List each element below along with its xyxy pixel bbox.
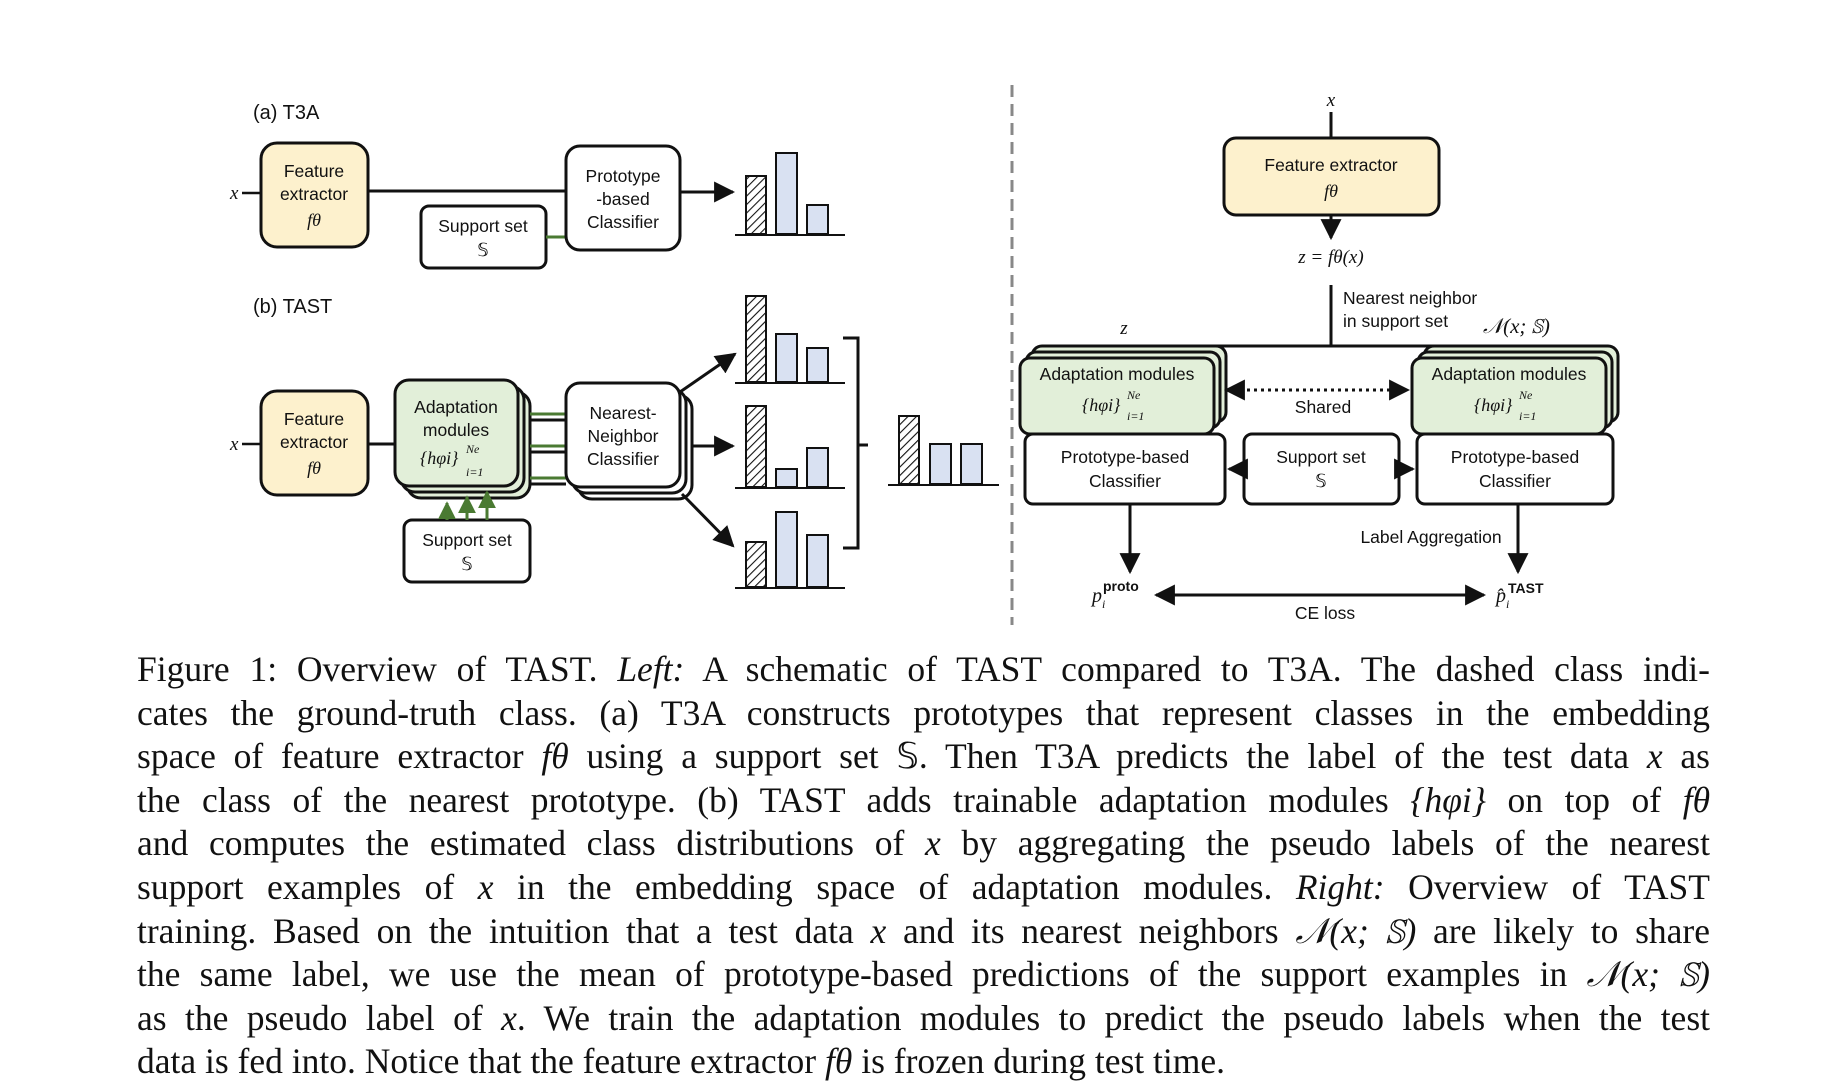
- tast-support-set-box: Support set 𝕊: [402, 518, 532, 584]
- right-pc-right-line2: Classifier: [1479, 471, 1551, 491]
- svg-text:i: i: [1506, 597, 1509, 611]
- tast-label: (b) TAST: [253, 296, 332, 318]
- right-proto-classifier-right: Prototype-based Classifier: [1415, 432, 1615, 506]
- tast-aggregation-brace: [843, 336, 868, 550]
- right-support-set-box: Support set 𝕊: [1242, 432, 1401, 506]
- right-am-left-sup: Ne: [1126, 388, 1141, 402]
- figure-caption: Figure 1: Overview of TAST. Left: A sche…: [137, 648, 1710, 1084]
- tast-am-math: {hφi}: [420, 448, 459, 468]
- tast-output-arrows: [679, 352, 737, 548]
- right-adaptation-modules-left: Adaptation modules {hφi} Ne i=1: [1018, 344, 1228, 436]
- tast-neighbor-histograms: [735, 295, 845, 589]
- right-support-line2: 𝕊: [1315, 471, 1326, 491]
- caption-line: space of feature extractor fθ using a su…: [137, 736, 1710, 777]
- right-support-line1: Support set: [1276, 447, 1366, 467]
- tast-nn-line3: Classifier: [587, 449, 659, 469]
- tast-module-connections: [530, 412, 566, 486]
- right-am-right-title: Adaptation modules: [1432, 364, 1587, 384]
- tast-input-x: x: [229, 434, 239, 455]
- tast-am-sup: Ne: [465, 442, 480, 456]
- caption-line: and computes the estimated class distrib…: [137, 823, 1710, 864]
- svg-text:proto: proto: [1103, 578, 1139, 594]
- right-am-right-sub: i=1: [1519, 409, 1536, 423]
- caption-line: training. Based on the intuition that a …: [137, 910, 1711, 951]
- right-am-left-sub: i=1: [1127, 409, 1144, 423]
- caption-line: the class of the nearest prototype. (b) …: [137, 779, 1711, 820]
- ce-loss-label: CE loss: [1295, 603, 1356, 623]
- label-aggregation-label: Label Aggregation: [1360, 527, 1501, 547]
- t3a-support-line1: Support set: [438, 216, 528, 236]
- tast-support-line1: Support set: [422, 530, 512, 550]
- t3a-input-x: x: [229, 183, 239, 204]
- svg-text:p̂: p̂: [1494, 585, 1506, 607]
- t3a-feature-extractor-box: Feature extractor fθ: [259, 141, 370, 249]
- right-am-right-math: {hφi}: [1474, 395, 1513, 415]
- t3a-clf-line2: -based: [596, 189, 650, 209]
- figure-1-diagram: (a) T3A x Feature extractor fθ Support s…: [229, 85, 1620, 625]
- tast-fe-math: fθ: [307, 458, 321, 478]
- tast-am-line1: Adaptation: [414, 397, 498, 417]
- caption-line: cates the ground-truth class. (a) T3A co…: [137, 692, 1710, 733]
- right-fe-line1: Feature extractor: [1264, 155, 1397, 175]
- t3a-clf-line3: Classifier: [587, 212, 659, 232]
- right-adaptation-modules-right: Adaptation modules {hφi} Ne i=1: [1410, 344, 1620, 436]
- caption-line: as the pseudo label of x. We train the a…: [137, 997, 1710, 1038]
- tast-am-line2: modules: [423, 420, 489, 440]
- tast-aggregated-histogram: [888, 415, 999, 486]
- tast-support-line2: 𝕊: [461, 554, 472, 574]
- tast-fe-line2: extractor: [280, 432, 348, 452]
- right-nn-line1: Nearest neighbor: [1343, 288, 1477, 308]
- right-am-left-math: {hφi}: [1082, 395, 1121, 415]
- right-feature-extractor-box: Feature extractor fθ: [1222, 136, 1441, 217]
- svg-text:i: i: [1102, 597, 1105, 611]
- right-embedding-label: z = fθ(x): [1297, 247, 1363, 268]
- t3a-clf-line1: Prototype: [586, 166, 661, 186]
- tast-feature-extractor-box: Feature extractor fθ: [259, 389, 370, 497]
- svg-text:p: p: [1090, 585, 1102, 607]
- tast-am-sub: i=1: [466, 465, 483, 479]
- tast-nn-line2: Neighbor: [587, 426, 658, 446]
- right-nn-line2: in support set: [1343, 311, 1448, 331]
- p-proto-label: p proto i: [1090, 578, 1139, 611]
- right-fe-math: fθ: [1324, 181, 1338, 201]
- right-proto-classifier-left: Prototype-based Classifier: [1023, 432, 1227, 506]
- t3a-support-set-box: Support set 𝕊: [419, 204, 548, 270]
- p-tast-label: p̂ TAST i: [1494, 580, 1544, 611]
- t3a-fe-line1: Feature: [284, 161, 344, 181]
- t3a-prediction-histogram: [735, 152, 845, 236]
- caption-line: data is fed into. Notice that the featur…: [137, 1041, 1225, 1082]
- right-z-label: z: [1119, 318, 1128, 339]
- caption-line: Figure 1: Overview of TAST. Left: A sche…: [137, 649, 1710, 689]
- t3a-label: (a) T3A: [253, 102, 320, 124]
- tast-support-arrows: [438, 490, 496, 520]
- t3a-fe-math: fθ: [307, 210, 321, 230]
- right-pc-left-line1: Prototype-based: [1061, 447, 1189, 467]
- shared-label: Shared: [1295, 397, 1351, 417]
- tast-nn-classifier-stack: Nearest- Neighbor Classifier: [564, 381, 694, 501]
- caption-line: the same label, we use the mean of proto…: [137, 954, 1710, 995]
- svg-text:TAST: TAST: [1508, 580, 1544, 596]
- right-pc-left-line2: Classifier: [1089, 471, 1161, 491]
- right-am-left-title: Adaptation modules: [1040, 364, 1195, 384]
- t3a-prototype-classifier-box: Prototype -based Classifier: [564, 144, 682, 252]
- right-am-right-sup: Ne: [1518, 388, 1533, 402]
- tast-adaptation-modules-stack: Adaptation modules {hφi} Ne i=1: [393, 378, 532, 500]
- tast-fe-line1: Feature: [284, 409, 344, 429]
- tast-nn-line1: Nearest-: [589, 403, 656, 423]
- t3a-fe-line2: extractor: [280, 184, 348, 204]
- right-neighbors-label: 𝒩(x; 𝕊): [1483, 314, 1550, 338]
- right-pc-right-line1: Prototype-based: [1451, 447, 1579, 467]
- caption-line: support examples of x in the embedding s…: [137, 866, 1710, 907]
- t3a-support-line2: 𝕊: [477, 240, 488, 260]
- right-input-x: x: [1326, 90, 1336, 111]
